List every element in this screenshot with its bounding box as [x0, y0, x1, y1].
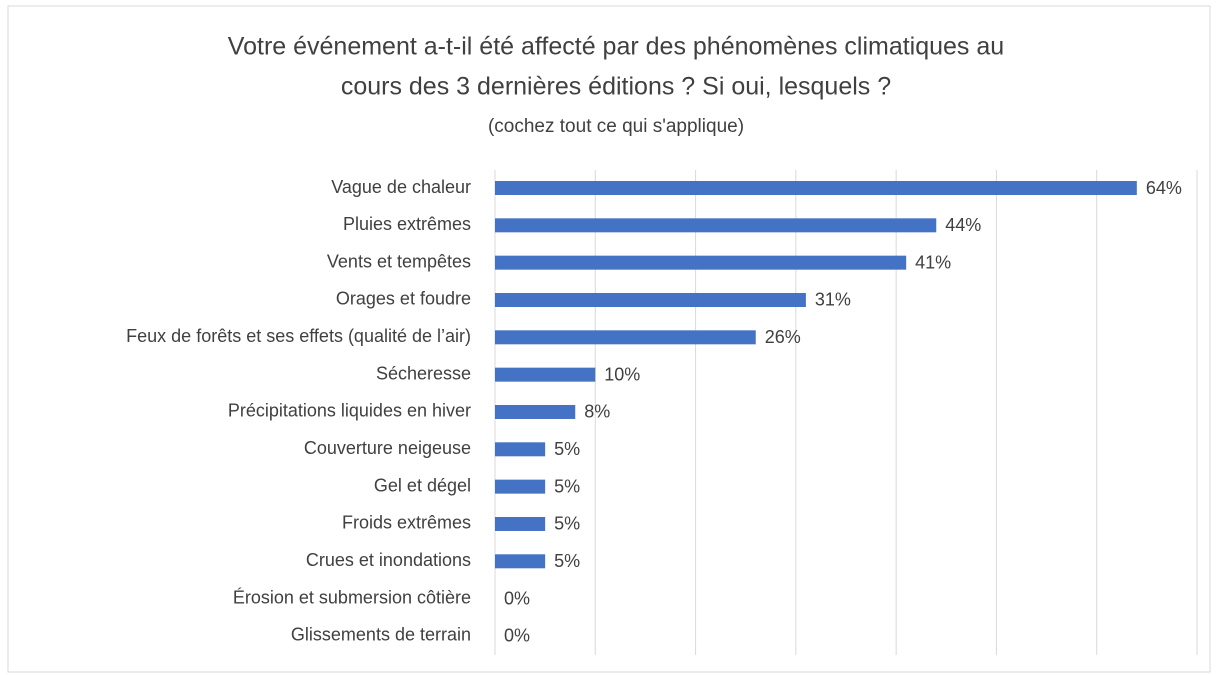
bar [495, 181, 1137, 195]
y-tick-label: Feux de forêts et ses effets (qualité de… [126, 326, 471, 346]
bar [495, 479, 546, 494]
bar [495, 330, 756, 345]
data-label: 64% [1146, 178, 1182, 198]
data-label: 5% [554, 439, 580, 459]
data-label: 0% [504, 588, 530, 608]
y-tick-label: Érosion et submersion côtière [233, 587, 471, 607]
bar [495, 292, 806, 307]
chart-title: cours des 3 dernières éditions ? Si oui,… [341, 73, 891, 101]
y-tick-label: Froids extrêmes [342, 513, 471, 533]
data-label: 44% [945, 215, 981, 235]
y-tick-label: Glissements de terrain [291, 625, 471, 645]
bar [495, 218, 937, 233]
data-label: 31% [815, 290, 851, 310]
y-tick-label: Vague de chaleur [331, 177, 471, 197]
data-label: 8% [584, 402, 610, 422]
bar [495, 255, 907, 270]
y-tick-label: Sécheresse [376, 363, 471, 383]
bar [495, 367, 596, 382]
data-label: 26% [765, 327, 801, 347]
data-label: 41% [915, 252, 951, 272]
y-tick-label: Orages et foudre [336, 289, 471, 309]
y-tick-label: Gel et dégel [374, 475, 471, 495]
chart-title: Votre événement a-t-il été affecté par d… [228, 33, 1004, 61]
data-label: 5% [554, 551, 580, 571]
data-label: 5% [554, 514, 580, 534]
y-tick-label: Pluies extrêmes [343, 214, 471, 234]
bar [495, 554, 546, 569]
data-label: 0% [504, 626, 530, 646]
data-label: 10% [604, 364, 640, 384]
bar [495, 404, 576, 419]
y-tick-label: Précipitations liquides en hiver [228, 401, 471, 421]
bar [495, 516, 546, 531]
y-tick-label: Couverture neigeuse [304, 438, 471, 458]
chart-subtitle: (cochez tout ce qui s'applique) [488, 116, 744, 137]
bar [495, 442, 546, 457]
data-label: 5% [554, 476, 580, 496]
y-tick-label: Vents et tempêtes [327, 251, 471, 271]
y-tick-label: Crues et inondations [306, 550, 471, 570]
